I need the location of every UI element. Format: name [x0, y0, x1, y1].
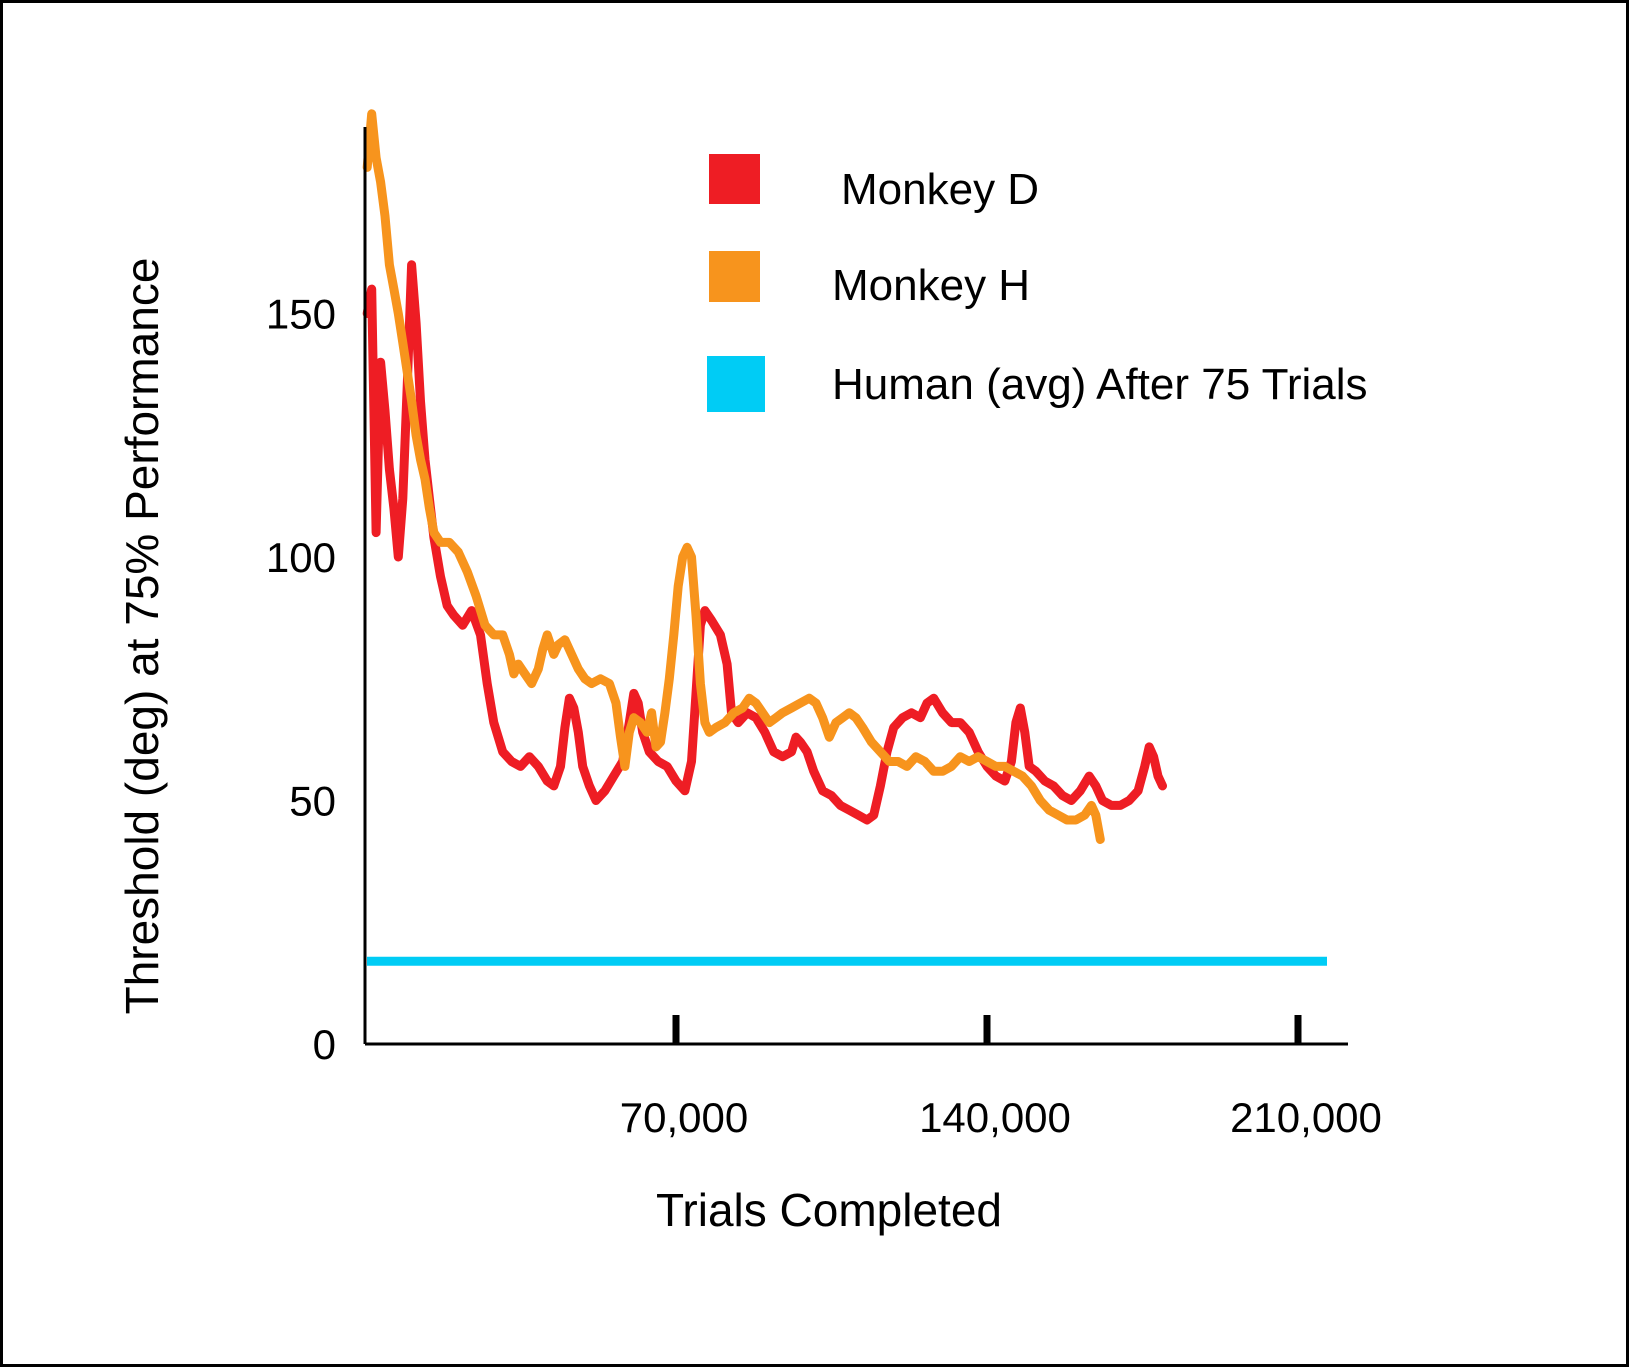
x-axis-title: Trials Completed	[656, 1184, 1002, 1236]
legend-item-human: Human (avg) After 75 Trials	[707, 356, 1368, 412]
legend-label-human: Human (avg) After 75 Trials	[832, 360, 1368, 409]
y-tick-label-3: 150	[266, 291, 336, 338]
chart-canvas: 70,000 140,000 210,000 0 50 100 150 Trials Com…	[116, 109, 1382, 1236]
y-axis-title: Threshold (deg) at 75% Performance	[116, 258, 168, 1015]
y-tick-label-0: 0	[313, 1021, 336, 1068]
legend-label-monkey-d: Monkey D	[841, 165, 1039, 214]
axis-ticks: 70,000 140,000 210,000 0 50 100 150	[266, 291, 1382, 1142]
y-tick-label-1: 50	[289, 778, 336, 825]
legend-swatch-human	[707, 356, 765, 412]
y-tick-label-2: 100	[266, 534, 336, 581]
x-tick-label-2: 210,000	[1230, 1094, 1382, 1141]
legend-label-monkey-h: Monkey H	[832, 261, 1030, 310]
series-line-monkey-d	[362, 260, 1167, 825]
axes	[363, 127, 1348, 1046]
legend-item-monkey-h: Monkey H	[709, 251, 1030, 310]
series-lines-layer	[362, 109, 1327, 966]
x-tick-label-1: 140,000	[919, 1094, 1071, 1141]
legend: Monkey D Monkey H Human (avg) After 75 T…	[707, 154, 1368, 412]
legend-item-monkey-d: Monkey D	[709, 154, 1039, 214]
legend-swatch-monkey-h	[709, 251, 760, 302]
x-tick-label-0: 70,000	[620, 1094, 748, 1141]
series-line-monkey-h	[362, 109, 1105, 844]
legend-swatch-monkey-d	[709, 154, 760, 204]
